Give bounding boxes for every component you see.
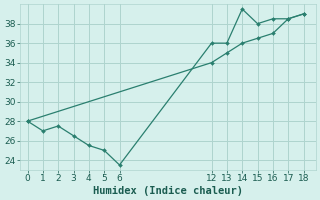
- X-axis label: Humidex (Indice chaleur): Humidex (Indice chaleur): [93, 186, 243, 196]
